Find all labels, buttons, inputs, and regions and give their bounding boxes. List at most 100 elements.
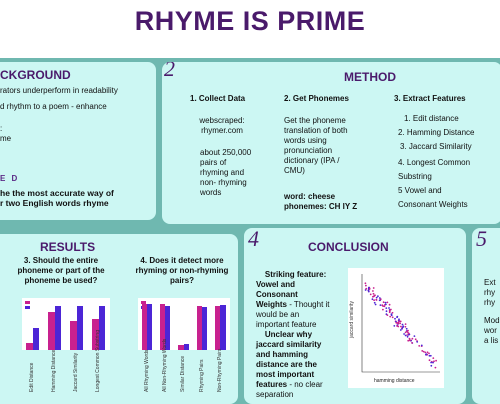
chart2-tick-4: Non-Rhyming Pairs — [217, 349, 223, 392]
poster-title: RHYME IS PRIME — [0, 6, 500, 37]
method-col3-line2: 2. Hamming Distance — [398, 128, 474, 138]
scatter-point — [374, 295, 376, 297]
chart2-tick-2: Similar Distance — [180, 356, 186, 392]
chart2-tick-0: All Rhyming Words — [144, 350, 150, 392]
chart1-bar-1-1 — [55, 306, 61, 350]
scatter-point — [408, 333, 410, 335]
scatter-point — [402, 326, 404, 328]
scatter-point — [421, 345, 423, 347]
scatter-point — [415, 338, 417, 340]
scatter-point — [429, 355, 431, 357]
scatter-ylabel: jaccard similarity — [349, 301, 355, 338]
conclusion-text-2: Unclear why jaccard similarity and hammi… — [256, 320, 323, 404]
scatter-point — [372, 290, 374, 292]
scatter-point — [406, 331, 408, 333]
chart2-bar-0-1 — [147, 304, 152, 350]
scatter-point — [375, 304, 377, 306]
scatter-point — [412, 338, 414, 340]
scatter-point — [418, 345, 420, 347]
scatter-point — [425, 354, 427, 356]
results-q4: 4. Does it detect more rhyming or non-rh… — [130, 256, 234, 286]
scatter-point — [428, 353, 430, 355]
scatter-point — [374, 302, 376, 304]
chart2-tick-3: Rhyming Pairs — [199, 359, 205, 392]
scatter-point — [379, 297, 381, 299]
scatter-point — [382, 309, 384, 311]
chart-1: Edit Distance Hamming Distance Jaccard Sim… — [14, 288, 114, 398]
scatter-point — [406, 328, 408, 330]
scatter-point — [435, 367, 437, 369]
conclusion-title: CONCLUSION — [308, 240, 389, 254]
method-title: METHOD — [344, 70, 396, 84]
scatter-point — [424, 352, 426, 354]
chart2-tick-1: All Non-Rhyming Words — [162, 339, 168, 392]
panel5-line-5: wor — [484, 326, 497, 336]
scatter-point — [396, 325, 398, 327]
panel5-line-3: rhy — [484, 298, 495, 308]
scatter-point — [405, 335, 407, 337]
background-title: CKGROUND — [0, 68, 71, 82]
scatter-point — [365, 282, 367, 284]
scatter-point — [396, 316, 398, 318]
method-col3-line4: 4. Longest Common Substring — [398, 156, 470, 184]
chart2-bar-4-1 — [220, 305, 225, 350]
method-panel: 2 METHOD 1. Collect Data webscraped: rhy… — [162, 62, 500, 224]
scatter-point — [389, 304, 391, 306]
scatter-point — [403, 333, 405, 335]
chart1-bar-2-1 — [77, 306, 83, 350]
background-line-1: rators underperform in readability — [0, 86, 118, 96]
scatter-point — [432, 357, 434, 359]
method-col3-line3: 3. Jaccard Similarity — [400, 142, 472, 152]
section-number-4: 4 — [248, 228, 259, 252]
section-number-5: 5 — [476, 228, 487, 252]
scatter-point — [430, 362, 432, 364]
panel5-line-4: Mod — [484, 316, 500, 326]
section-number-2: 2 — [164, 62, 175, 82]
scatter-point — [365, 288, 367, 290]
scatter-point — [365, 285, 367, 287]
panel-5: 5 Ext rhy rhy Mod wor a lis — [472, 228, 500, 404]
scatter-point — [429, 359, 431, 361]
scatter-point — [400, 329, 402, 331]
scatter-point — [388, 307, 390, 309]
scatter-point — [402, 324, 404, 326]
scatter-point — [423, 351, 425, 353]
scatter-point — [385, 304, 387, 306]
scatter-point — [387, 302, 389, 304]
scatter-point — [373, 287, 375, 289]
method-col2-line1: Get the phoneme translation of both word… — [284, 116, 348, 176]
chart1-legend-1 — [25, 305, 32, 311]
method-col1-line2: about 250,000 pairs of rhyming and non- … — [200, 148, 251, 198]
scatter-point — [430, 365, 432, 367]
scatter-point — [389, 316, 391, 318]
background-line-4: me — [0, 134, 11, 144]
background-question: he the most accurate way of r two Englis… — [0, 188, 114, 208]
poster-header: RHYME IS PRIME — [0, 0, 500, 58]
scatter-svg — [348, 268, 444, 388]
chart-2: All Rhyming Words All Non-Rhyming Words Si… — [130, 288, 234, 398]
chart1-tick-1: Hamming Distance — [51, 350, 57, 392]
scatter-point — [398, 321, 400, 323]
scatter-point — [391, 313, 393, 315]
scatter-point — [405, 326, 407, 328]
scatter-point — [392, 316, 394, 318]
scatter-point — [385, 302, 387, 304]
scatter-point — [405, 323, 407, 325]
scatter-point — [379, 299, 381, 301]
chart2-bar-2-1 — [184, 344, 189, 350]
chart1-tick-2: Jaccard Similarity — [73, 353, 79, 392]
chart1-tick-0: Edit Distance — [29, 363, 35, 392]
scatter-point — [407, 336, 409, 338]
background-panel: CKGROUND rators underperform in readabil… — [0, 62, 156, 220]
background-line-3: : — [0, 124, 2, 134]
scatter-point — [373, 293, 375, 295]
scatter-point — [393, 325, 395, 327]
scatter-point — [435, 360, 437, 362]
method-col3-line5: 5 Vowel and Consonant Weights — [398, 184, 468, 212]
scatter-point — [392, 312, 394, 314]
scatter-plot: hamming distance jaccard similarity — [348, 268, 444, 388]
scatter-point — [390, 309, 392, 311]
chart2-bar-3-1 — [202, 307, 207, 350]
results-q3: 3. Should the entire phoneme or part of … — [8, 256, 114, 286]
panel5-line-6: a lis — [484, 336, 498, 346]
